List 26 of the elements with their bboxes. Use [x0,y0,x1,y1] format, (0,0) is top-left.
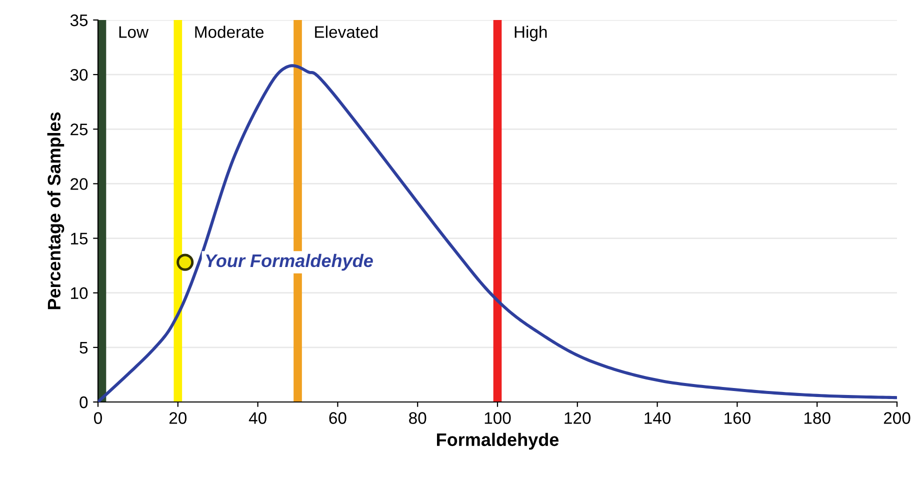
y-tick-label: 35 [70,14,88,26]
y-tick-label: 30 [70,68,88,81]
x-tick-label: 160 [724,412,750,424]
x-tick-label: 120 [564,412,591,424]
y-tick-label: 5 [80,342,88,354]
x-tick-label: 180 [804,412,830,424]
x-axis-title: Formaldehyde [437,432,559,450]
y-tick-label: 0 [80,396,88,408]
ref-line-label: Low [119,26,149,38]
x-tick-label: 60 [329,412,346,424]
y-tick-label: 25 [70,124,88,136]
x-tick-label: 100 [484,412,511,424]
y-axis-title: Percentage of Samples [47,112,64,310]
x-tick-label: 20 [169,412,187,424]
x-tick-label: 80 [409,412,426,424]
y-tick-label: 10 [71,287,88,300]
x-tick-label: 0 [94,412,102,424]
ref-line-label: Elevated [315,26,378,38]
x-tick-label: 140 [644,412,671,424]
ref-line-label: High [514,26,547,42]
series-label: Your Formaldehyde [206,254,373,271]
ref-line-label: Moderate [195,26,264,38]
y-tick-label: 15 [71,232,88,244]
y-tick-label: 20 [70,178,88,190]
x-tick-label: 40 [248,412,266,424]
x-tick-label: 200 [884,412,910,424]
